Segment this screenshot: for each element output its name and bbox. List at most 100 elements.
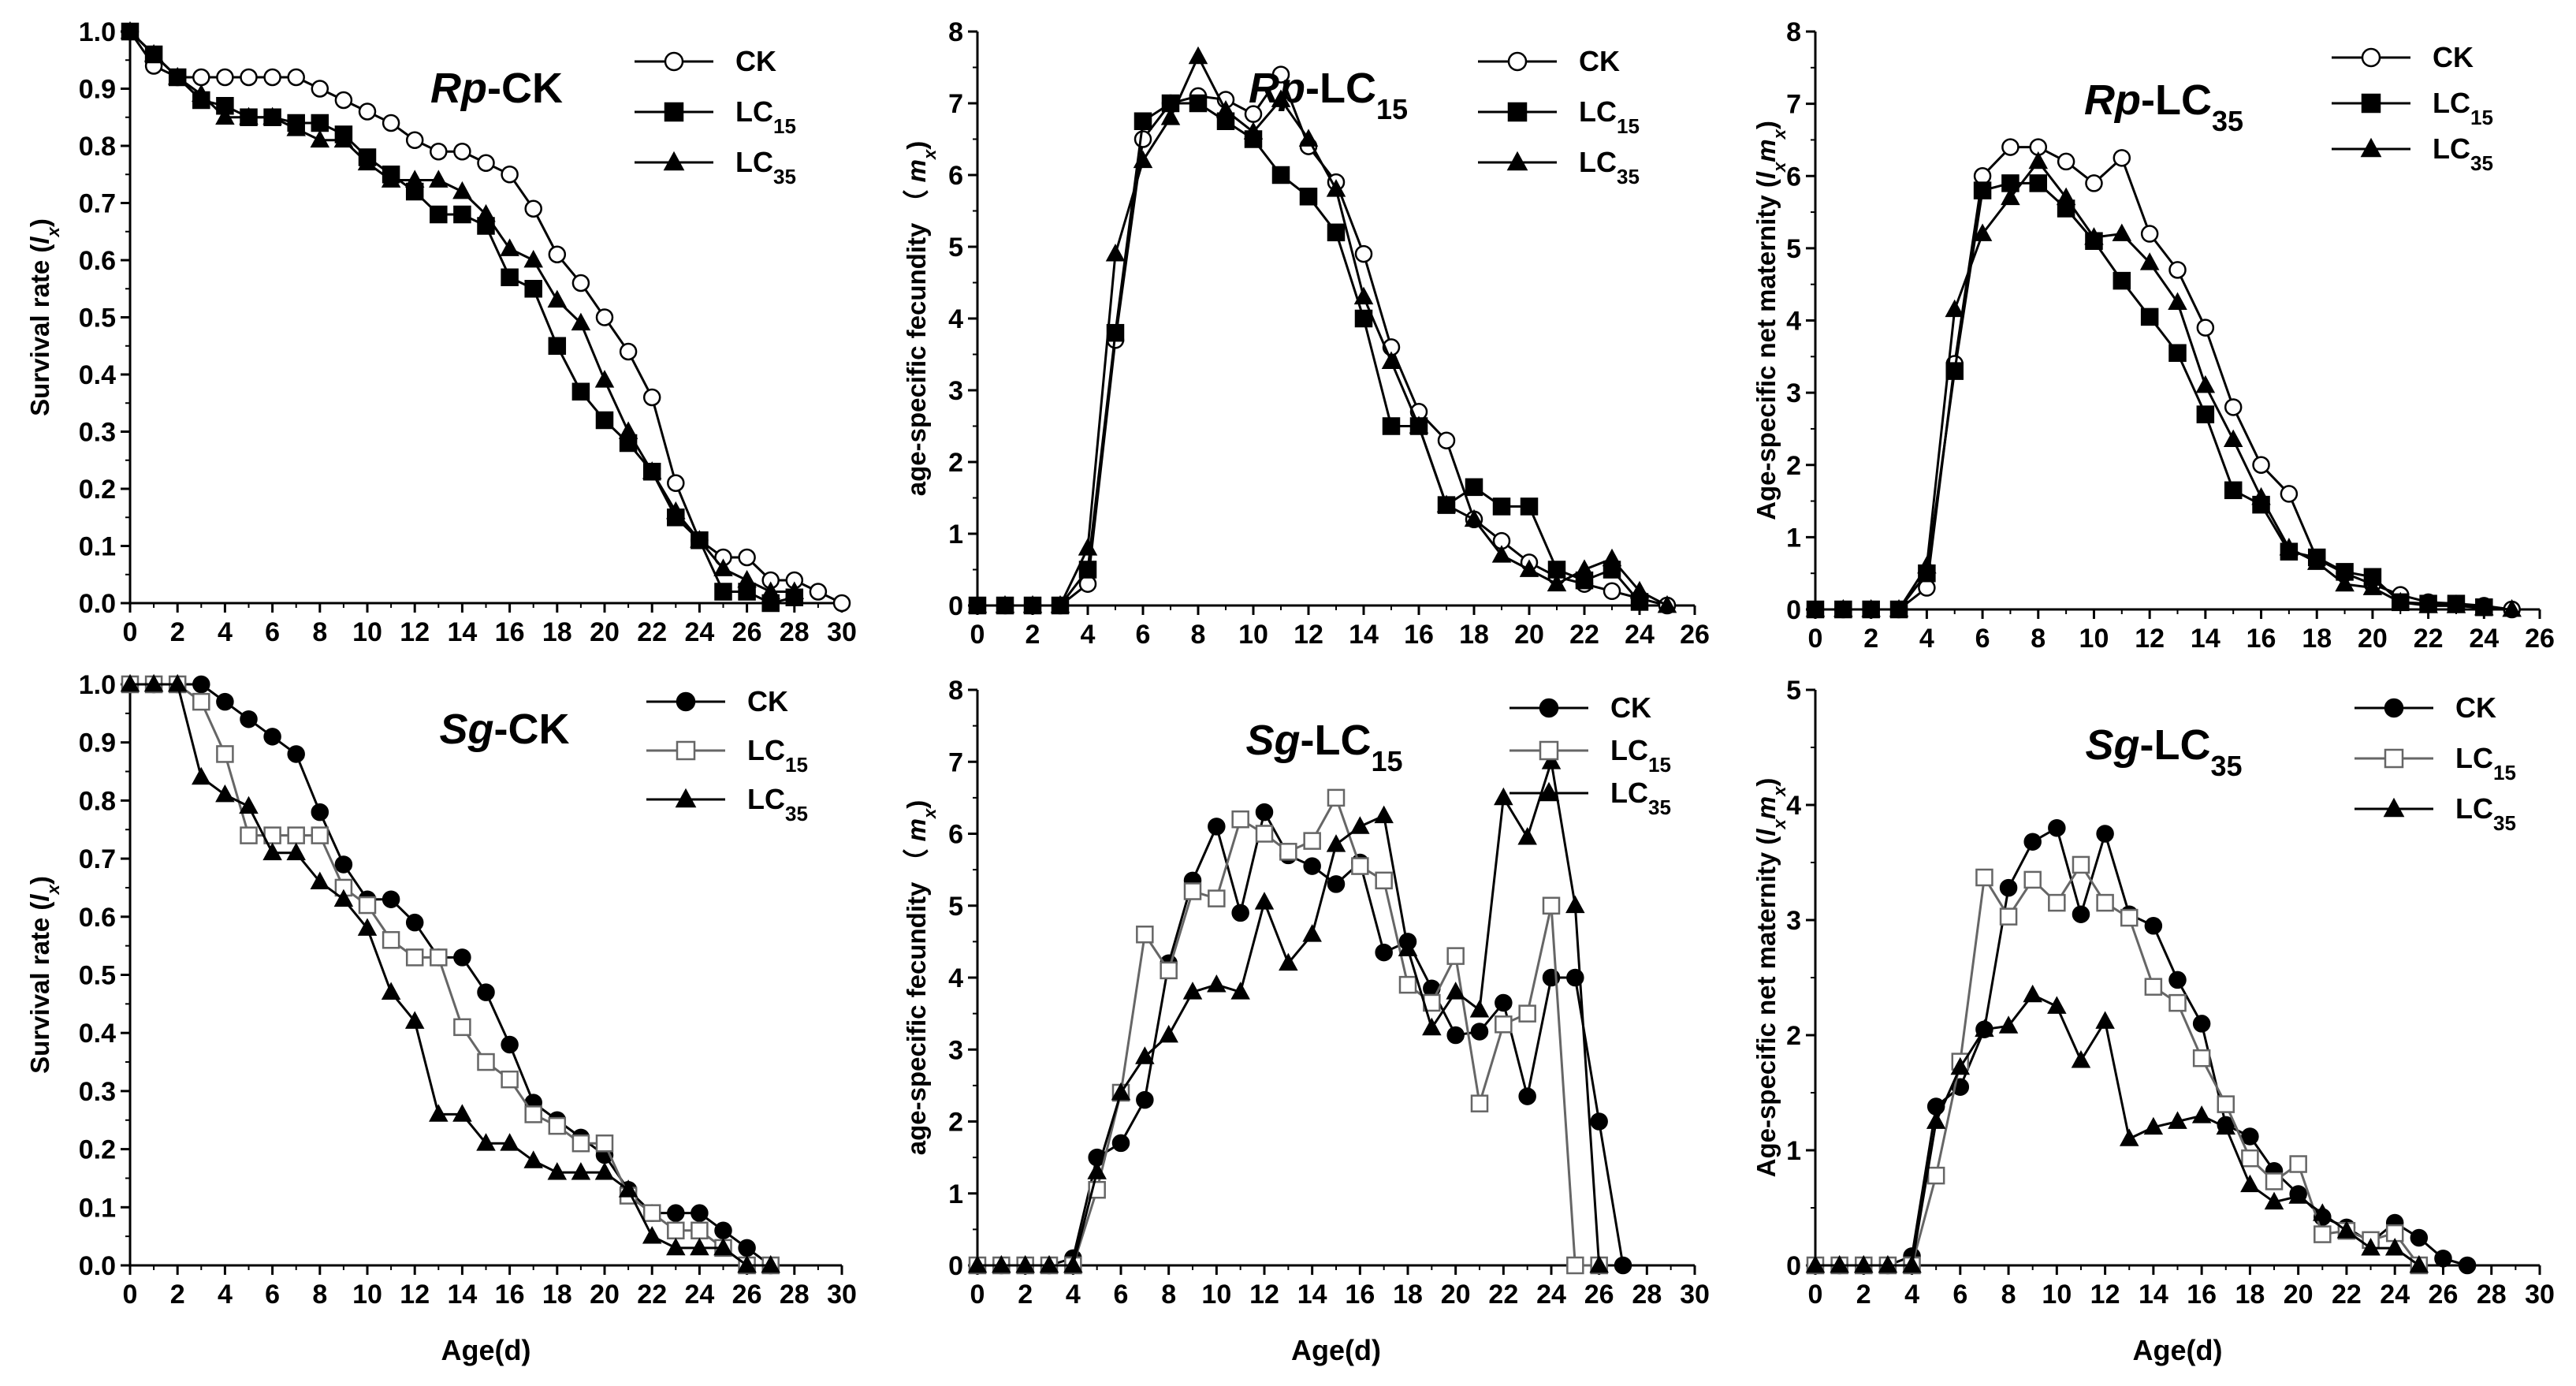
y-tick-label: 0.5 <box>79 961 116 991</box>
chart-title-italic: Sg <box>2085 721 2139 769</box>
x-tick-label: 16 <box>495 617 525 647</box>
legend-label-main: LC <box>735 95 773 128</box>
legend-label-main: LC <box>1610 777 1648 809</box>
data-point <box>1111 1082 1131 1101</box>
data-point <box>192 675 210 694</box>
x-tick-label: 22 <box>2332 1280 2362 1310</box>
data-point <box>1902 1254 1922 1273</box>
data-point <box>548 245 567 263</box>
x-tick-label: 28 <box>1632 1280 1662 1310</box>
data-point <box>571 1134 590 1153</box>
data-point <box>1208 889 1226 907</box>
legend-label-main: CK <box>1579 45 1620 77</box>
data-point <box>239 106 259 125</box>
y-tick-label: 5 <box>1786 676 1801 706</box>
data-point <box>1303 832 1321 850</box>
data-point <box>1517 826 1537 845</box>
data-point <box>334 91 353 110</box>
data-point <box>405 913 424 932</box>
data-point <box>2279 538 2299 556</box>
chart-title: Rp-LC15 <box>1249 65 1408 125</box>
data-point <box>1422 1017 1442 1036</box>
data-point <box>2264 1191 2284 1210</box>
data-point <box>1519 559 1539 577</box>
data-point <box>1446 1026 1465 1045</box>
data-point <box>2410 1228 2429 1247</box>
data-point <box>262 842 282 861</box>
data-point <box>1111 1134 1130 1153</box>
data-point <box>2196 319 2215 337</box>
data-point <box>1207 974 1227 993</box>
data-point <box>690 1237 709 1256</box>
data-point <box>1159 1024 1178 1043</box>
data-point <box>1255 825 1274 843</box>
data-point <box>1351 857 1369 875</box>
legend-label-main: LC <box>2455 792 2493 825</box>
data-point <box>2001 138 2019 156</box>
data-point <box>1495 1015 1513 1034</box>
y-tick-label: 6 <box>1786 162 1801 192</box>
legend-label-main: LC <box>747 783 785 815</box>
x-tick-label: 10 <box>1238 620 1268 650</box>
data-point <box>1302 924 1322 942</box>
legend-label: LC15 <box>735 95 796 138</box>
data-point <box>310 129 330 148</box>
data-point <box>2192 1049 2211 1067</box>
data-point <box>2113 149 2131 167</box>
data-point <box>2096 893 2114 912</box>
y-axis-label: age-specific fecundity （ mx) <box>902 800 940 1156</box>
x-tick-label: 14 <box>447 617 477 647</box>
data-point <box>263 728 281 746</box>
series-lc35 <box>120 673 780 1273</box>
x-tick-label: 10 <box>1201 1280 1231 1310</box>
x-tick-label: 6 <box>1975 624 1990 654</box>
data-point <box>1134 112 1152 130</box>
x-tick-label: 12 <box>400 1280 430 1310</box>
y-axis-label-part: age-specific fecundity （ <box>902 182 931 496</box>
data-point <box>2140 225 2159 243</box>
y-tick-label: 2 <box>1786 451 1801 481</box>
y-tick-label: 0.6 <box>79 903 116 933</box>
x-tick-label: 16 <box>495 1280 525 1310</box>
x-tick-label: 24 <box>684 617 714 647</box>
x-tick-label: 12 <box>400 617 430 647</box>
legend-label: LC35 <box>2455 792 2516 835</box>
data-point <box>1279 952 1298 971</box>
x-tick-label: 24 <box>2469 624 2499 654</box>
chart-title-rest: -CK <box>494 706 570 753</box>
chart-title: Sg-LC15 <box>1245 717 1402 777</box>
chart-title-sub: 35 <box>2210 750 2242 782</box>
data-point <box>2192 1015 2211 1033</box>
y-tick-label: 6 <box>948 820 963 850</box>
data-point <box>2085 174 2103 192</box>
x-tick-label: 2 <box>1863 624 1878 654</box>
data-point <box>1022 594 1043 613</box>
x-axis-label: Age(d) <box>2133 1334 2223 1366</box>
data-point <box>571 312 591 331</box>
chart-title: Rp-CK <box>430 65 563 112</box>
data-point <box>2241 1127 2259 1146</box>
legend-marker <box>664 51 684 72</box>
data-point <box>1050 594 1070 613</box>
data-point <box>1469 999 1490 1018</box>
y-axis-label-part: ) <box>25 876 54 885</box>
y-tick-label: 2 <box>1786 1021 1801 1051</box>
data-point <box>667 1221 685 1240</box>
data-point <box>476 1133 496 1151</box>
x-axis-label: Age(d) <box>441 1334 531 1366</box>
legend-label-main: LC <box>2455 742 2493 774</box>
y-axis-label-part: Age-specific net maternity ( <box>1751 179 1781 520</box>
x-tick-label: 26 <box>1680 620 1710 650</box>
data-point <box>1917 555 1937 574</box>
x-tick-label: 18 <box>1393 1280 1423 1310</box>
data-point <box>784 581 805 599</box>
data-point <box>832 594 851 613</box>
legend-label: LC15 <box>747 734 808 777</box>
data-point <box>286 118 306 136</box>
data-point <box>714 583 732 601</box>
x-tick-label: 14 <box>2191 624 2220 654</box>
data-point <box>287 826 305 844</box>
series-lc35 <box>1805 984 2429 1273</box>
series-line <box>1815 181 2485 611</box>
